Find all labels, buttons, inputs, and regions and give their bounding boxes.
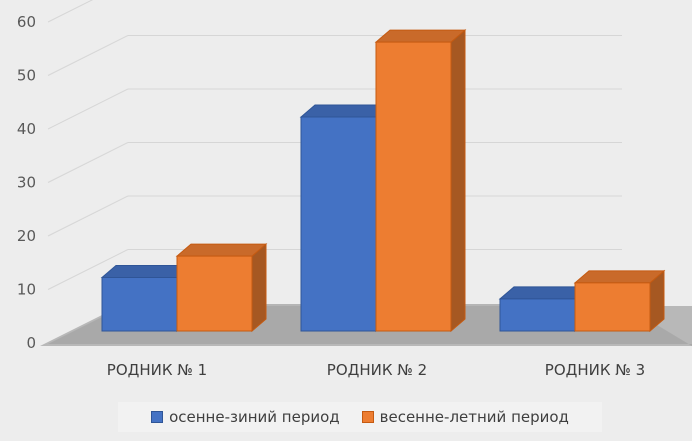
y-tick-label: 60	[17, 13, 36, 31]
y-tick-label: 10	[17, 281, 36, 299]
legend-label-spring-summer: весенне-летний период	[379, 408, 569, 426]
legend: осенне-зиний период весенне-летний перио…	[118, 402, 602, 432]
gridline-wall	[47, 0, 94, 23]
bar	[574, 282, 651, 332]
bar	[375, 41, 452, 332]
bars	[100, 29, 666, 333]
bar	[499, 298, 576, 332]
bar	[176, 255, 253, 332]
gridline-wall	[47, 88, 129, 130]
category-label: РОДНИК № 3	[545, 361, 645, 379]
gridline-wall	[47, 142, 129, 183]
bar-top-face	[573, 270, 666, 284]
legend-item-spring-summer: весенне-летний период	[361, 408, 569, 426]
legend-swatch-spring-summer	[361, 411, 374, 423]
bar-side-face	[450, 29, 466, 333]
category-label: РОДНИК № 1	[107, 361, 207, 379]
y-tick-label: 20	[17, 227, 36, 245]
gridline-wall	[47, 249, 129, 290]
category-label: РОДНИК № 2	[327, 361, 427, 379]
bar-side-face	[251, 243, 267, 333]
y-tick-label: 30	[17, 174, 36, 192]
legend-label-autumn-winter: осенне-зиний период	[169, 408, 340, 426]
y-axis-ticks: 0 10 20 30 40 50 60	[17, 13, 36, 352]
bar	[101, 277, 178, 332]
y-tick-label: 40	[17, 120, 36, 138]
bar	[300, 116, 377, 332]
legend-swatch-autumn-winter	[151, 411, 164, 423]
y-tick-label: 0	[26, 334, 36, 352]
bar-top-face	[374, 29, 467, 43]
category-labels: РОДНИК № 1 РОДНИК № 2 РОДНИК № 3	[107, 361, 645, 379]
gridline-wall	[47, 195, 129, 237]
y-tick-label: 50	[17, 67, 36, 85]
legend-item-autumn-winter: осенне-зиний период	[151, 408, 340, 426]
bar-top-face	[175, 243, 268, 257]
gridline-wall	[47, 35, 129, 76]
